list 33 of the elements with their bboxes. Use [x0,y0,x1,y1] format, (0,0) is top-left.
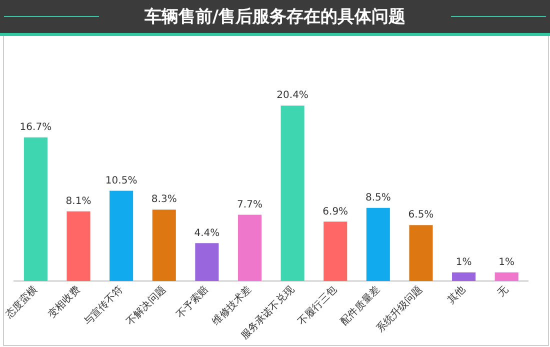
x-tick-label: 不解决问题 [124,284,168,328]
x-tick-label: 变相收费 [46,284,82,320]
x-tick-label: 不予索赔 [174,284,211,320]
data-label: 16.7% [20,122,52,133]
bar [324,222,348,282]
bar [280,106,304,282]
bar [66,211,90,282]
bar [152,210,176,282]
x-tick-label: 态度蛮横 [2,284,40,322]
data-label: 1% [498,257,515,268]
data-label: 8.1% [66,196,92,207]
bar [409,225,433,282]
bar [452,272,476,282]
x-tick-label: 无 [496,284,511,300]
x-tick-label: 其他 [445,284,468,306]
data-label: 6.5% [408,210,434,221]
data-label: 10.5% [105,175,138,186]
chart-title: 车辆售前/售后服务存在的具体问题 [143,6,407,28]
data-label: 7.7% [237,199,262,210]
bar [110,190,134,282]
data-label: 20.4% [276,90,308,102]
data-label: 8.3% [151,194,177,206]
data-label: 6.9% [322,206,348,218]
data-label: 4.4% [194,228,220,239]
bar [366,208,390,282]
x-tick-label: 不履行三包 [295,284,340,328]
data-label: 8.5% [365,192,391,204]
bar [238,214,262,282]
x-tick-label: 与宣传不符 [81,284,126,328]
bar [494,272,518,282]
bar [24,137,48,282]
data-label: 1% [456,257,472,268]
bar [195,243,219,282]
